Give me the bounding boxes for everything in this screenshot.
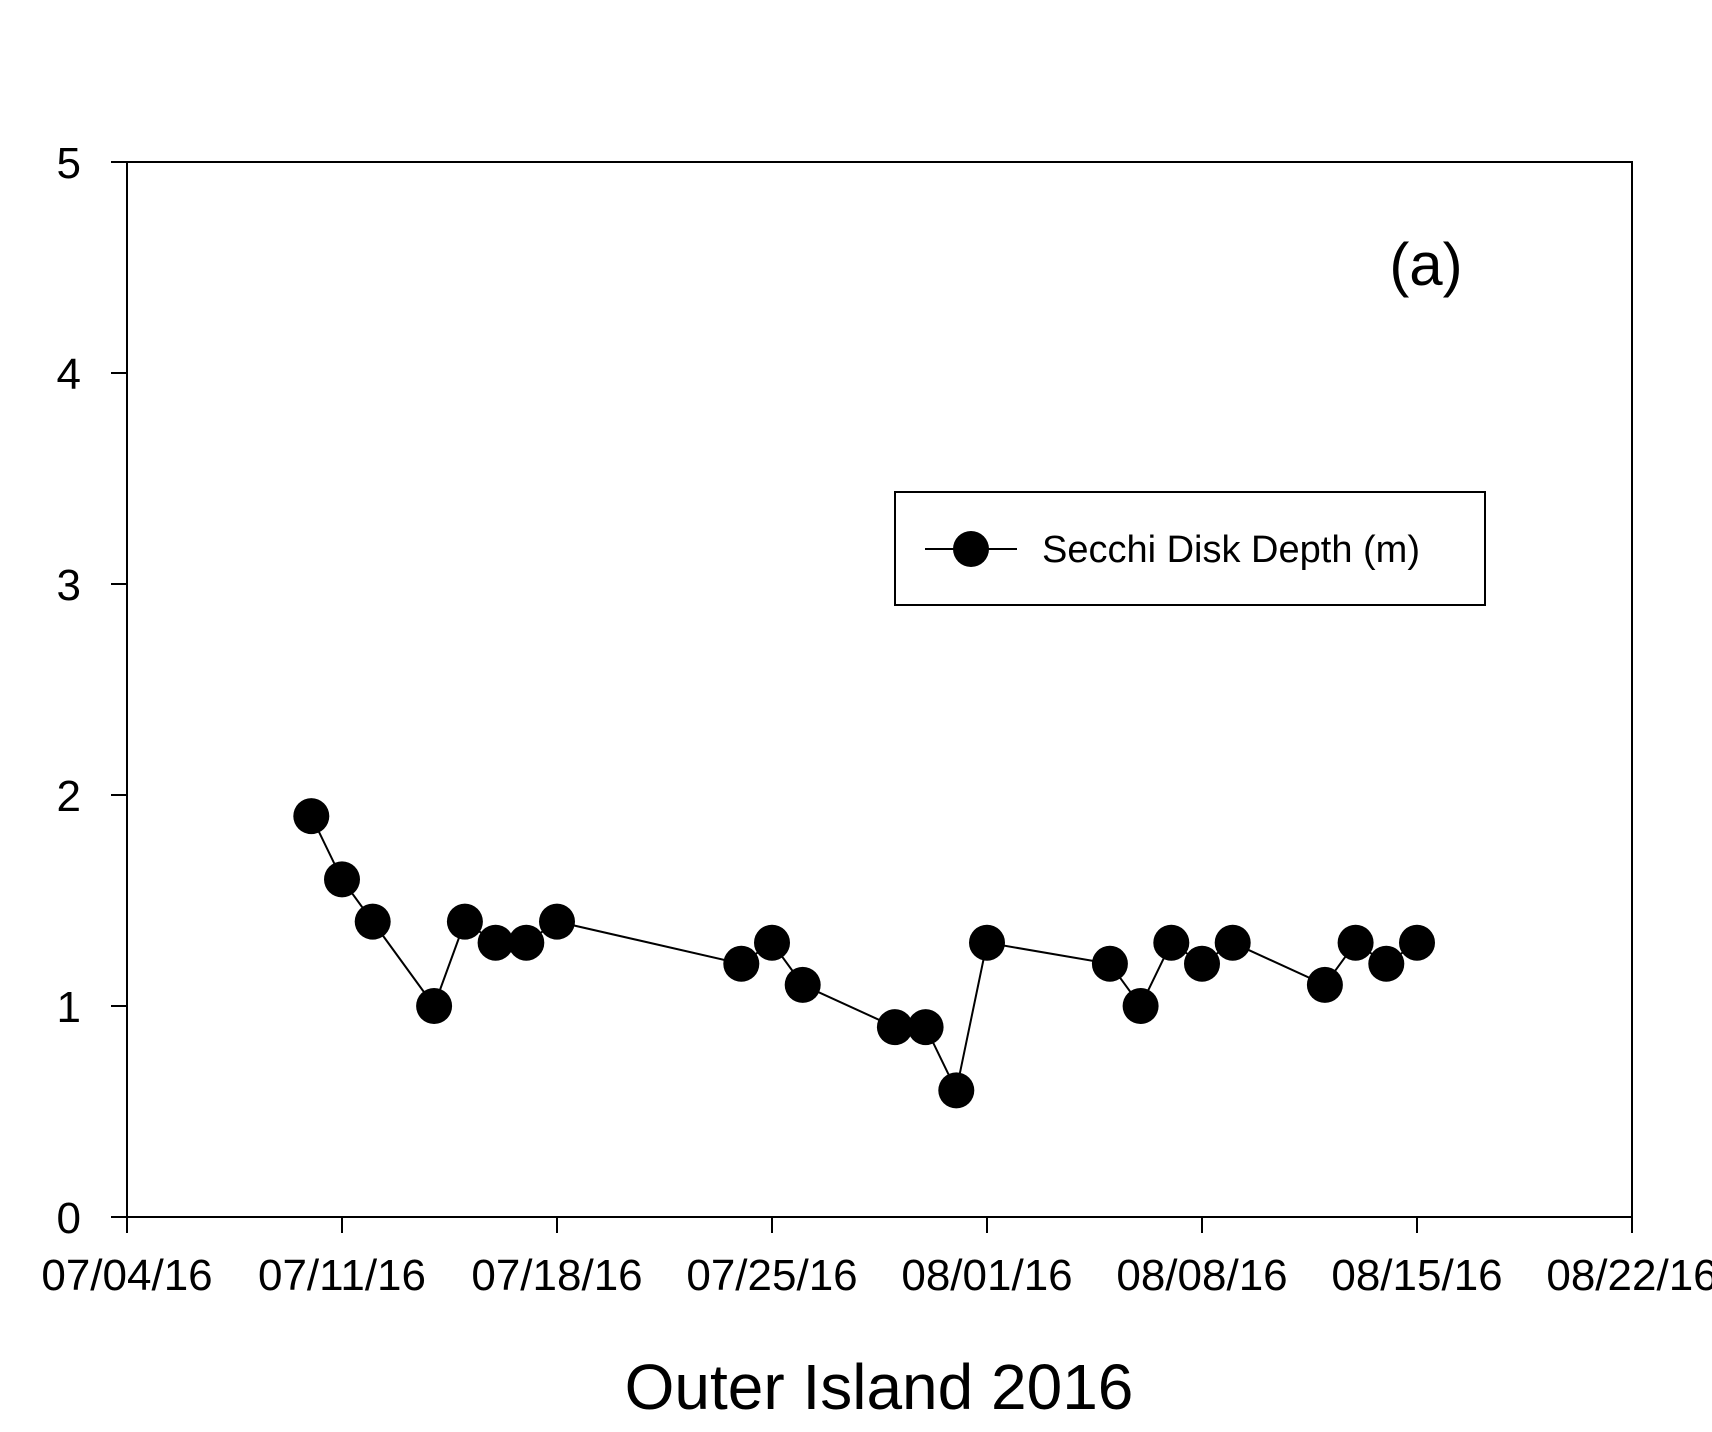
data-point <box>477 924 514 961</box>
x-tick-label: 08/08/16 <box>1116 1251 1287 1300</box>
y-tick-label: 5 <box>57 139 81 188</box>
y-tick-label: 4 <box>57 350 81 399</box>
data-point <box>1122 988 1159 1024</box>
y-axis: 0 1 2 3 4 5 <box>57 139 127 1243</box>
data-point <box>1153 924 1190 961</box>
data-point <box>969 924 1005 961</box>
data-point <box>1306 966 1343 1003</box>
data-point <box>508 924 545 961</box>
x-tick-label: 08/01/16 <box>901 1251 1072 1300</box>
data-point <box>324 861 360 898</box>
legend-marker-icon <box>953 531 989 567</box>
data-point <box>1399 924 1435 961</box>
y-tick-label: 3 <box>57 561 81 610</box>
y-tick-label: 0 <box>57 1194 81 1243</box>
data-point <box>784 966 821 1003</box>
data-point <box>1214 924 1251 961</box>
panel-label: (a) <box>1389 231 1462 298</box>
series-line <box>310 815 1418 1094</box>
legend: Secchi Disk Depth (m) <box>894 491 1486 606</box>
data-point <box>723 945 760 982</box>
data-point <box>1368 945 1405 982</box>
data-point <box>1091 945 1128 982</box>
y-tick-label: 1 <box>57 983 81 1032</box>
x-tick-label: 08/15/16 <box>1331 1251 1502 1300</box>
data-point <box>416 988 453 1024</box>
series-layer <box>293 798 1435 1109</box>
x-tick-label: 07/11/16 <box>258 1251 426 1300</box>
x-tick-label: 07/25/16 <box>686 1251 857 1300</box>
x-axis-title: Outer Island 2016 <box>625 1351 1134 1423</box>
data-point <box>754 924 790 961</box>
x-tick-label: 08/22/16 <box>1546 1251 1712 1300</box>
data-point <box>1184 945 1220 982</box>
data-point <box>907 1009 944 1046</box>
data-point <box>938 1072 975 1109</box>
data-point <box>446 903 483 940</box>
data-point <box>293 798 330 835</box>
legend-label: Secchi Disk Depth (m) <box>1042 529 1420 571</box>
x-tick-label: 07/04/16 <box>41 1251 212 1300</box>
x-axis: 07/04/16 07/11/16 07/18/16 07/25/16 08/01/16… <box>41 1217 1712 1300</box>
x-tick-label: 07/18/16 <box>471 1251 642 1300</box>
data-point <box>539 903 575 940</box>
y-tick-label: 2 <box>57 772 81 821</box>
plot-frame <box>126 161 1633 1218</box>
data-point <box>876 1009 913 1046</box>
data-point <box>354 903 391 940</box>
data-point <box>1337 924 1374 961</box>
